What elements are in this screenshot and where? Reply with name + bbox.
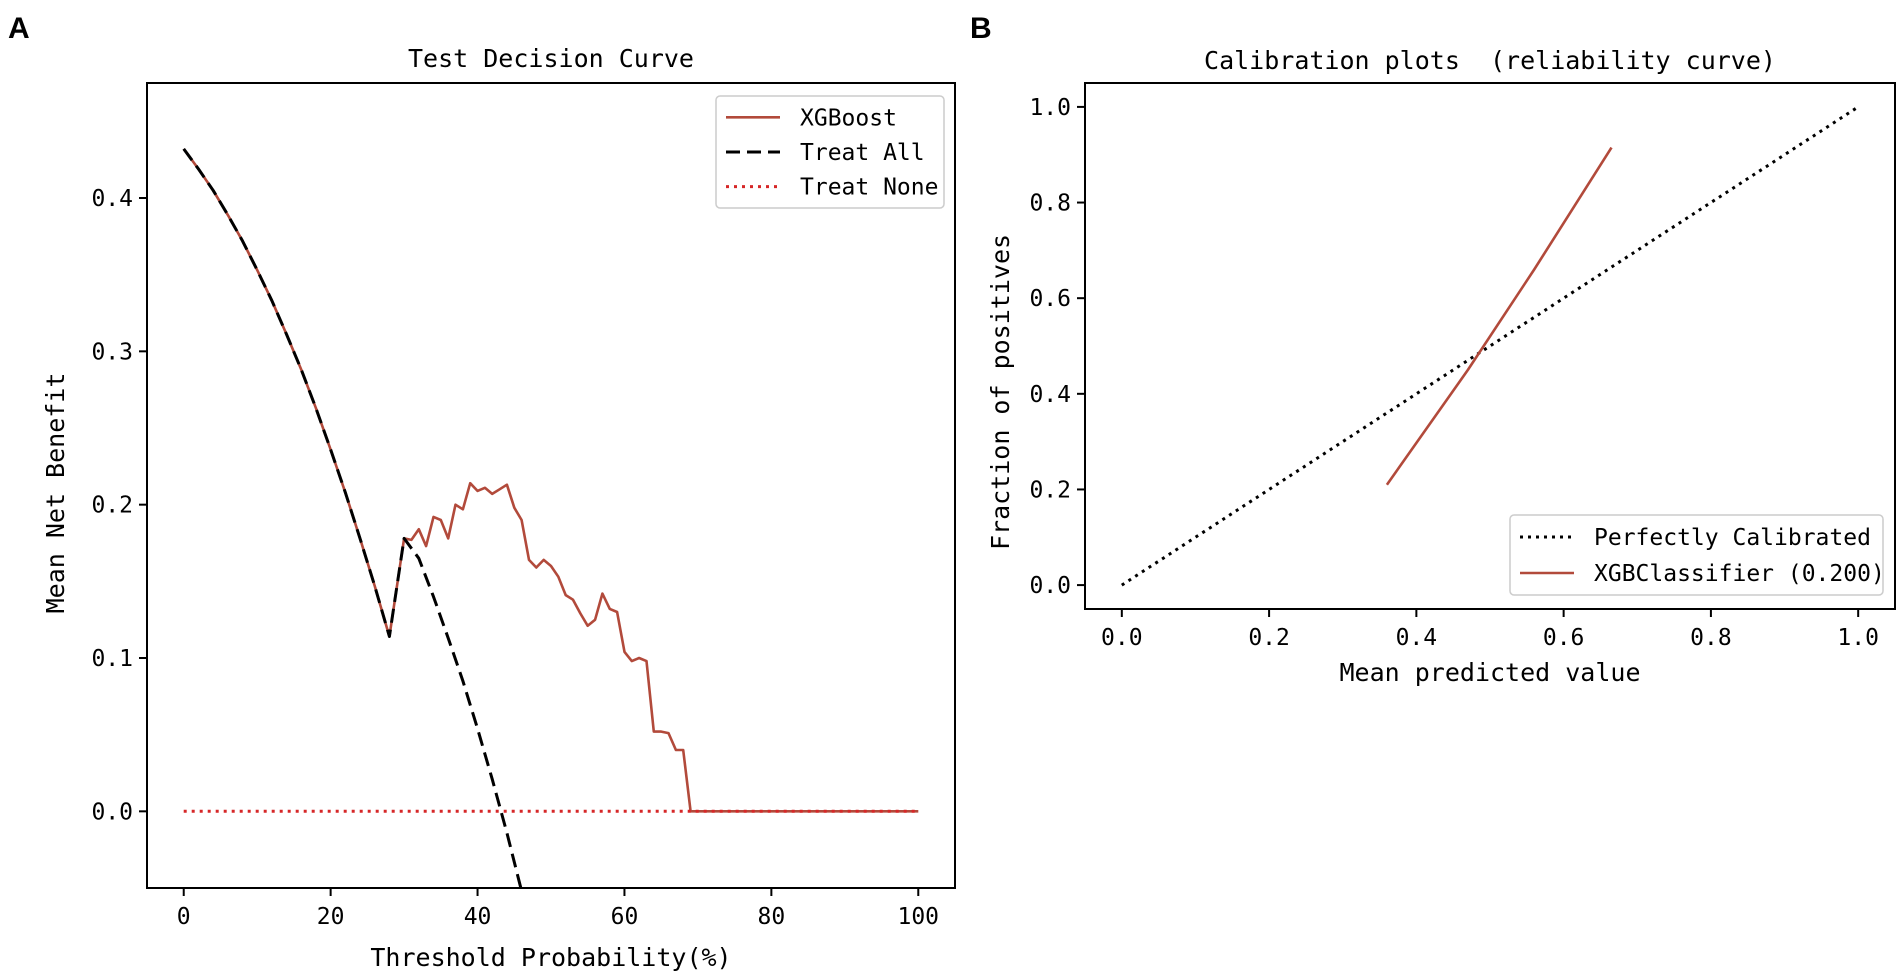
x-tick-label: 1.0: [1837, 625, 1879, 651]
series-line-xgboost: [182, 148, 919, 813]
panel-letter-a: A: [8, 12, 30, 45]
y-tick-label: 0.4: [1029, 382, 1071, 408]
x-tick-label: 0.8: [1690, 625, 1732, 651]
x-tick-label: 0.6: [1543, 625, 1585, 651]
x-tick-label: 0.0: [1101, 625, 1143, 651]
panel-b-ticks: 0.0 0.2 0.4 0.6 0.8 1.0 0.0 0.2 0.4 0.6 0.8 1.0: [1029, 95, 1879, 651]
y-tick-label: 0.0: [91, 799, 133, 825]
panel-a-frame: [146, 82, 956, 889]
y-tick-label: 0.1: [91, 646, 133, 672]
panel-b-xlabel: Mean predicted value: [1339, 658, 1640, 687]
legend-frame: [715, 95, 945, 209]
series-line-perfectly-calibrated: [1120, 105, 1860, 587]
legend-label: Treat None: [800, 175, 938, 201]
panel-b-ylabel: Fraction of positives: [986, 234, 1015, 550]
y-tick-label: 0.6: [1029, 286, 1071, 312]
x-tick-label: 40: [464, 904, 492, 930]
panel-a-marks: [182, 148, 919, 888]
panel-a-xlabel: Threshold Probability(%): [370, 943, 731, 972]
panel-letter-b: B: [970, 12, 992, 45]
x-tick-label: 100: [897, 904, 939, 930]
panel-a-ylabel: Mean Net Benefit: [41, 373, 70, 614]
panel-a-title: Test Decision Curve: [408, 44, 694, 73]
x-tick-label: 20: [317, 904, 345, 930]
x-tick-label: 0.2: [1248, 625, 1290, 651]
panel-b-marks: [1120, 105, 1860, 587]
panel-b-frame: [1084, 82, 1896, 610]
panel-a-decision-curve: A Test Decision Curve Threshold Probabil…: [8, 12, 956, 972]
y-tick-label: 0.2: [1029, 477, 1071, 503]
y-tick-label: 0.2: [91, 493, 133, 519]
x-tick-label: 60: [611, 904, 639, 930]
legend-label: XGBClassifier (0.200): [1594, 561, 1885, 587]
series-line-treat-all: [182, 148, 523, 888]
legend-frame: [1509, 514, 1884, 596]
y-tick-label: 0.3: [91, 339, 133, 365]
y-tick-label: 0.8: [1029, 191, 1071, 217]
x-tick-label: 80: [758, 904, 786, 930]
y-tick-label: 0.0: [1029, 573, 1071, 599]
panel-b-title: Calibration plots (reliability curve): [1204, 46, 1776, 75]
x-tick-label: 0: [177, 904, 191, 930]
panel-b-calibration: B Calibration plots (reliability curve) …: [970, 12, 1896, 687]
legend-label: Perfectly Calibrated: [1594, 525, 1871, 551]
panel-a-ticks: 0 20 40 60 80 100 0.0 0.1 0.2 0.3 0.4: [91, 186, 939, 930]
legend-label: Treat All: [800, 140, 925, 166]
x-tick-label: 0.4: [1396, 625, 1438, 651]
panel-b-legend: Perfectly Calibrated XGBClassifier (0.200…: [1509, 514, 1885, 596]
legend-label: XGBoost: [800, 105, 897, 131]
y-tick-label: 0.4: [91, 186, 133, 212]
y-tick-label: 1.0: [1029, 95, 1071, 121]
panel-a-legend: XGBoost Treat All Treat None: [715, 95, 945, 209]
series-line-xgbclassifier-0-200: [1385, 146, 1613, 486]
